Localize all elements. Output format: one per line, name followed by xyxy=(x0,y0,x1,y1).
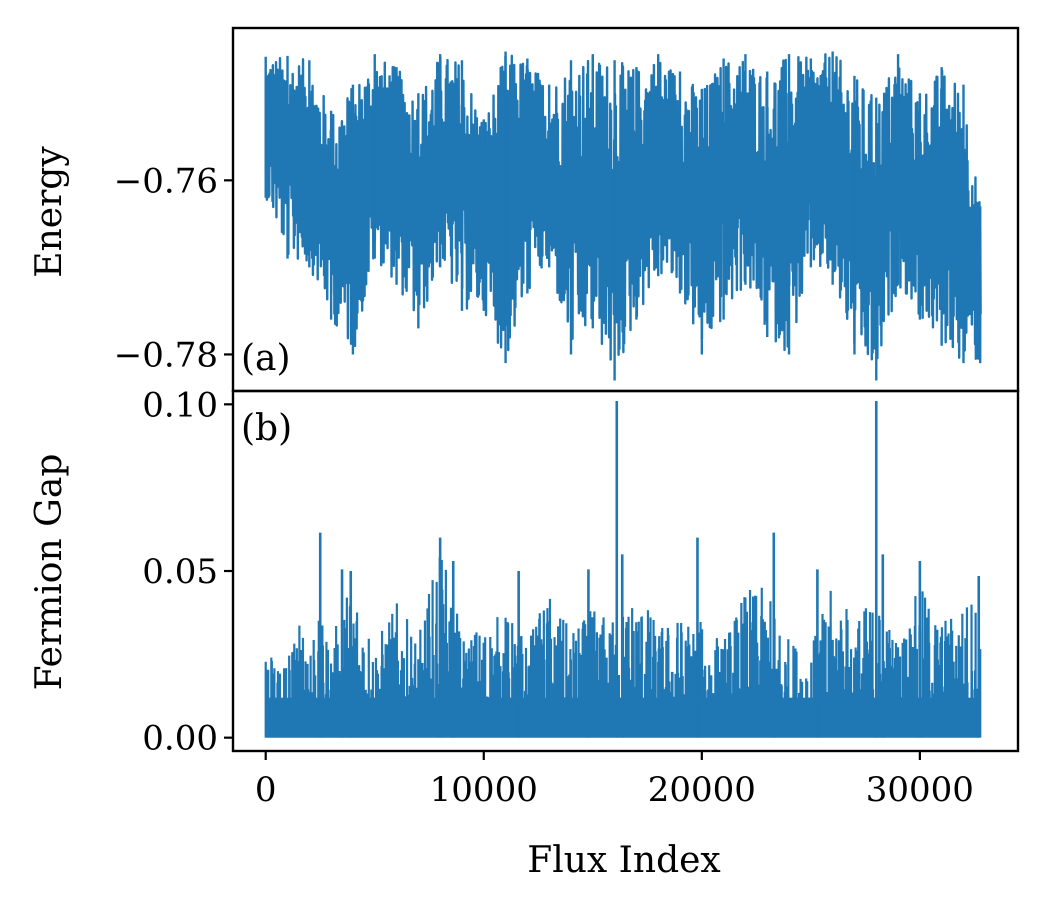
gap-panel: 0.00 0.05 0.10 0 10000 20000 30000 (b) Fermio… xyxy=(29,385,1020,881)
gap-y-tick-label: 0.05 xyxy=(142,552,218,592)
x-axis-label: Flux Index xyxy=(527,840,720,881)
energy-series xyxy=(264,51,982,381)
gap-y-ticks: 0.00 0.05 0.10 xyxy=(142,385,233,759)
x-tick-label: 10000 xyxy=(430,770,538,810)
energy-line xyxy=(264,53,982,361)
energy-y-tick-label: −0.78 xyxy=(114,335,218,375)
x-tick-label: 30000 xyxy=(866,770,974,810)
energy-y-axis-label: Energy xyxy=(29,146,70,278)
gap-y-tick-label: 0.10 xyxy=(142,385,218,425)
energy-panel-label: (a) xyxy=(241,338,291,379)
x-tick-label: 20000 xyxy=(648,770,756,810)
energy-y-tick-label: −0.76 xyxy=(114,161,218,201)
energy-panel: −0.78 −0.76 (a) Energy xyxy=(29,26,1020,393)
x-tick-label: 0 xyxy=(255,770,277,810)
gap-y-tick-label: 0.00 xyxy=(142,719,218,759)
gap-x-ticks: 0 10000 20000 30000 xyxy=(255,751,974,810)
gap-y-axis-label: Fermion Gap xyxy=(29,454,70,691)
gap-series xyxy=(264,401,982,738)
gap-panel-label: (b) xyxy=(241,408,292,449)
energy-y-ticks: −0.78 −0.76 xyxy=(114,161,233,375)
